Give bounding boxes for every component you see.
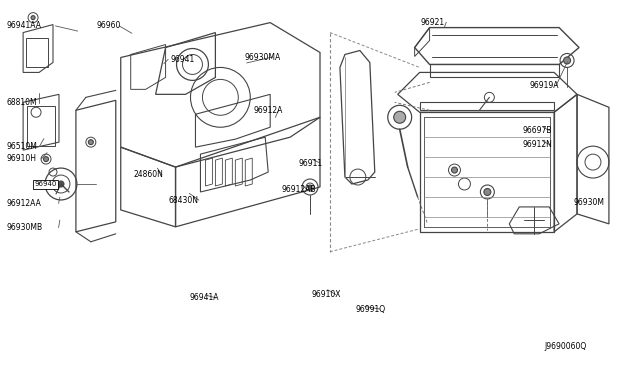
- Text: 96921: 96921: [420, 18, 445, 27]
- Circle shape: [58, 181, 64, 187]
- Circle shape: [564, 57, 571, 64]
- Text: 96991Q: 96991Q: [355, 305, 385, 314]
- Text: 96910H: 96910H: [6, 154, 36, 163]
- Text: 68810M: 68810M: [6, 98, 37, 107]
- Text: 96960: 96960: [97, 22, 121, 31]
- Text: 96911: 96911: [298, 158, 323, 167]
- Circle shape: [484, 189, 491, 195]
- Text: 96941: 96941: [170, 55, 195, 64]
- Text: 96912N: 96912N: [523, 140, 552, 149]
- Text: 96912AA: 96912AA: [6, 199, 41, 208]
- Text: 96941AA: 96941AA: [6, 22, 42, 31]
- Text: 68430N: 68430N: [168, 196, 198, 205]
- Circle shape: [88, 140, 93, 145]
- Text: 96912A: 96912A: [253, 106, 282, 115]
- Text: 96930MA: 96930MA: [244, 52, 281, 61]
- Text: 96697B: 96697B: [523, 126, 552, 135]
- Circle shape: [44, 157, 49, 161]
- Bar: [27, 106, 55, 146]
- Text: 96510M: 96510M: [6, 142, 37, 151]
- Text: 24860N: 24860N: [134, 170, 164, 179]
- Circle shape: [31, 16, 35, 20]
- Circle shape: [451, 167, 458, 173]
- Bar: [26, 38, 48, 67]
- Circle shape: [394, 111, 406, 123]
- Text: 96930M: 96930M: [574, 198, 605, 207]
- Text: 96930MB: 96930MB: [6, 223, 42, 232]
- Text: 96919A: 96919A: [529, 81, 559, 90]
- Text: 96910X: 96910X: [312, 290, 341, 299]
- Text: 96940: 96940: [35, 181, 57, 187]
- Text: 96941A: 96941A: [189, 294, 219, 302]
- Text: J9690060Q: J9690060Q: [545, 341, 587, 350]
- Circle shape: [308, 185, 312, 189]
- Text: 96912AB: 96912AB: [282, 185, 316, 194]
